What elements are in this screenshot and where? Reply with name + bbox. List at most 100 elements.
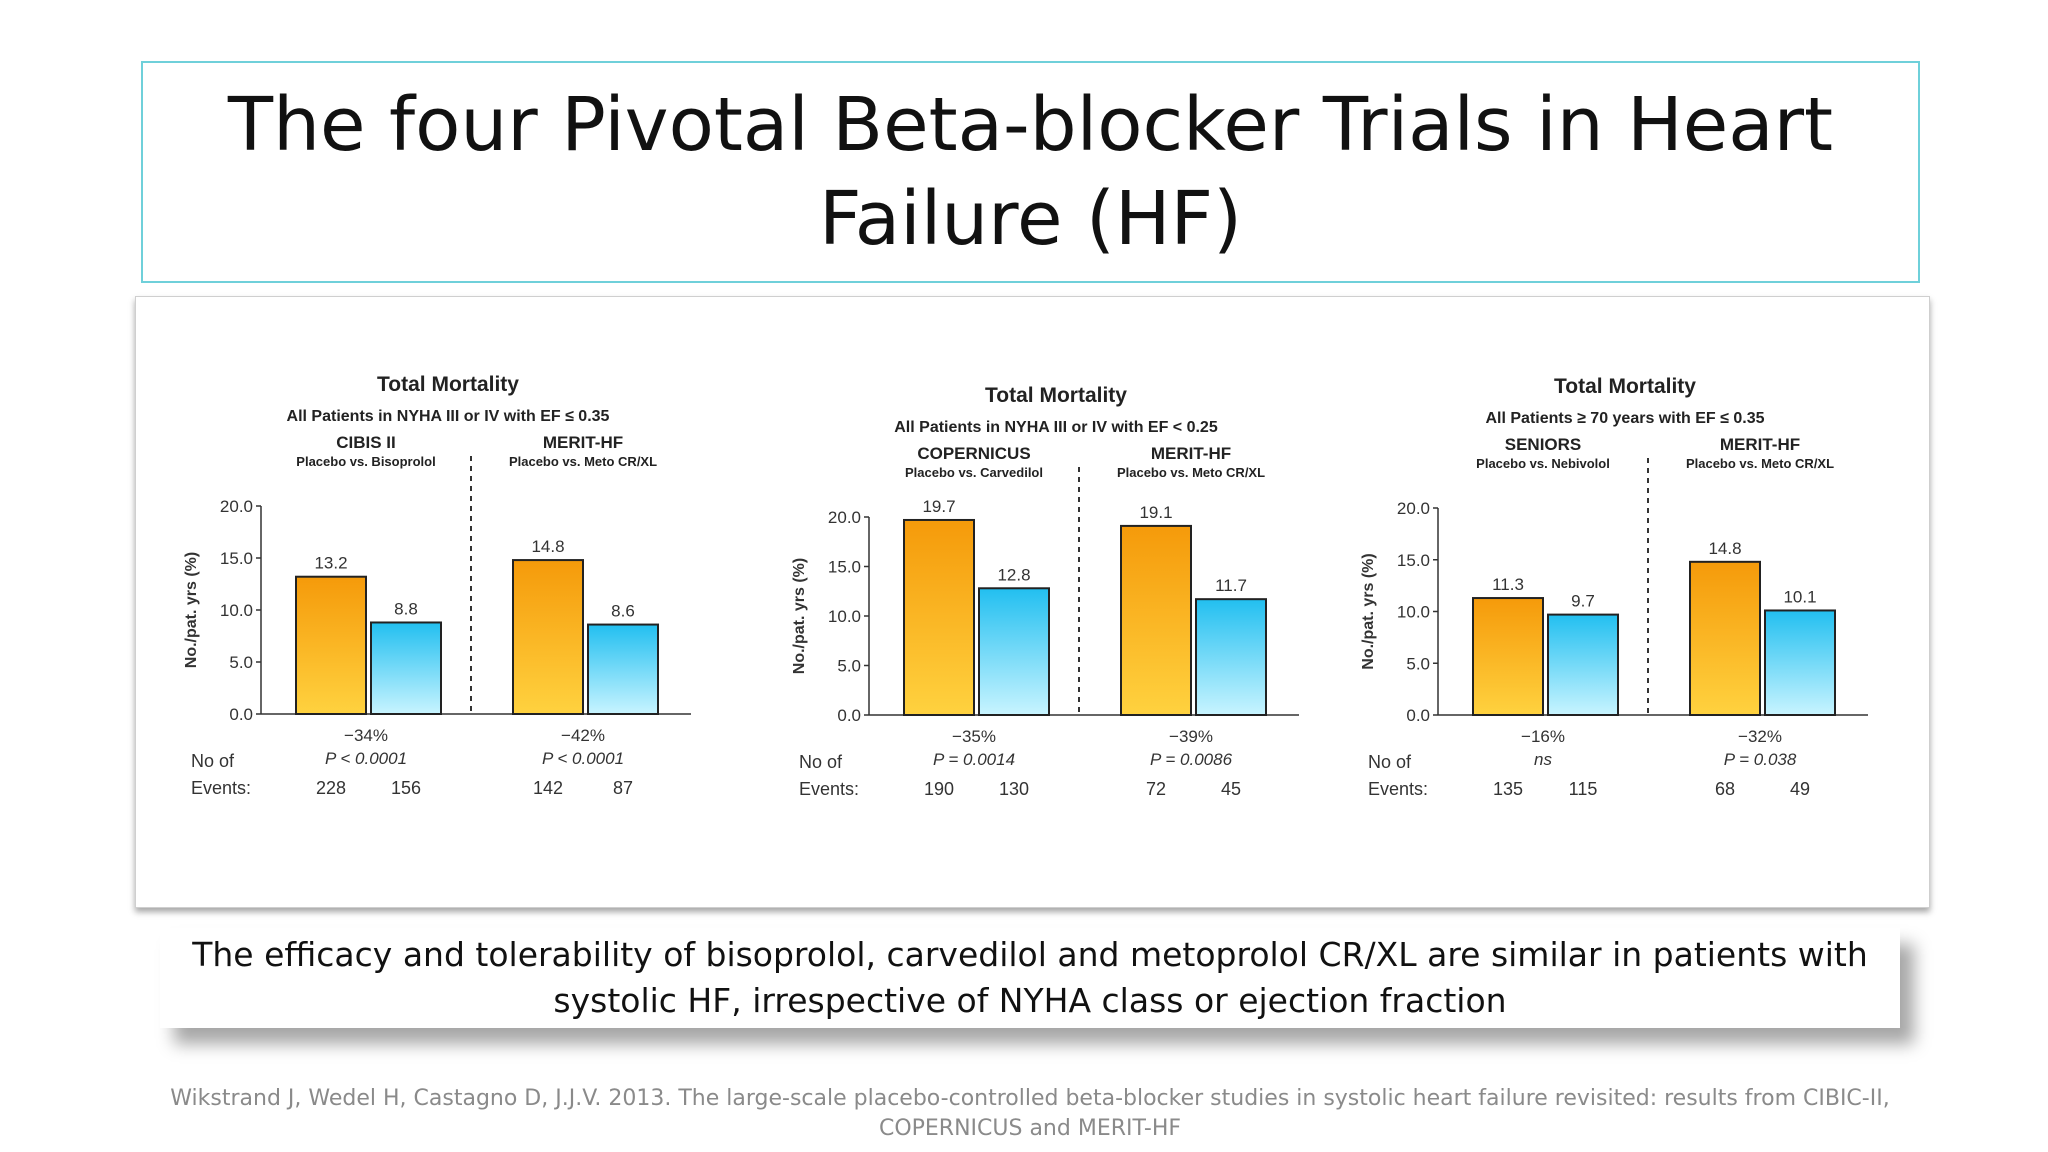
citation: Wikstrand J, Wedel H, Castagno D, J.J.V.… bbox=[170, 1086, 1890, 1141]
y-tick-label: 5.0 bbox=[229, 653, 253, 672]
trial-comparison: Placebo vs. Meto CR/XL bbox=[1117, 465, 1265, 480]
events-label-line1: No of bbox=[1368, 752, 1412, 772]
chart-title: Total Mortality bbox=[985, 384, 1127, 407]
caption-box: The efficacy and tolerability of bisopro… bbox=[160, 928, 1900, 1028]
p-value: P = 0.038 bbox=[1724, 750, 1797, 769]
relative-change: −39% bbox=[1169, 727, 1213, 746]
chart-title: Total Mortality bbox=[377, 373, 519, 396]
y-tick-label: 20.0 bbox=[220, 497, 253, 516]
y-tick-label: 20.0 bbox=[828, 508, 861, 527]
event-count: 135 bbox=[1493, 779, 1523, 799]
slide-title: The four Pivotal Beta-blocker Trials in … bbox=[227, 82, 1834, 262]
bar-value-label: 11.7 bbox=[1215, 576, 1247, 595]
trial-comparison: Placebo vs. Meto CR/XL bbox=[509, 454, 657, 469]
bar-value-label: 8.6 bbox=[611, 602, 635, 621]
title-box: The four Pivotal Beta-blocker Trials in … bbox=[141, 61, 1920, 283]
chart-3: Total Mortality All Patients ≥ 70 years w… bbox=[1360, 375, 1868, 799]
y-tick-label: 10.0 bbox=[220, 601, 253, 620]
relative-change: −34% bbox=[344, 726, 388, 745]
y-tick-label: 0.0 bbox=[837, 706, 861, 725]
event-count: 68 bbox=[1715, 779, 1735, 799]
y-tick-label: 0.0 bbox=[1406, 706, 1430, 725]
chart-panel: Total Mortality All Patients in NYHA III … bbox=[135, 296, 1930, 908]
event-count: 49 bbox=[1790, 779, 1810, 799]
bar-value-label: 10.1 bbox=[1783, 587, 1816, 606]
y-tick-label: 15.0 bbox=[828, 558, 861, 577]
relative-change: −35% bbox=[952, 727, 996, 746]
charts-svg: Total Mortality All Patients in NYHA III … bbox=[183, 373, 1868, 799]
bar-treatment bbox=[587, 623, 659, 715]
bar-value-label: 9.7 bbox=[1571, 592, 1595, 611]
p-value: ns bbox=[1534, 750, 1552, 769]
bar-treatment bbox=[1547, 613, 1619, 717]
bar-value-label: 14.8 bbox=[531, 537, 564, 556]
events-label-line2: Events: bbox=[799, 779, 859, 799]
trial-comparison: Placebo vs. Bisoprolol bbox=[296, 454, 435, 469]
bar-treatment bbox=[370, 621, 442, 716]
trial-name: MERIT-HF bbox=[1720, 435, 1800, 454]
y-tick-label: 5.0 bbox=[1406, 654, 1430, 673]
y-axis-label: No./pat. yrs (%) bbox=[1360, 553, 1377, 669]
relative-change: −42% bbox=[561, 726, 605, 745]
trial-name: COPERNICUS bbox=[917, 444, 1030, 463]
event-count: 115 bbox=[1569, 779, 1598, 799]
event-count: 156 bbox=[391, 778, 421, 798]
trial-name: MERIT-HF bbox=[543, 433, 623, 452]
y-tick-label: 10.0 bbox=[828, 607, 861, 626]
event-count: 228 bbox=[316, 778, 346, 798]
trial-name: CIBIS II bbox=[336, 433, 396, 452]
y-axis-label: No./pat. yrs (%) bbox=[791, 558, 808, 674]
chart-2: Total Mortality All Patients in NYHA III … bbox=[791, 384, 1299, 799]
y-tick-label: 0.0 bbox=[229, 705, 253, 724]
trial-comparison: Placebo vs. Carvedilol bbox=[905, 465, 1043, 480]
bar-value-label: 11.3 bbox=[1492, 575, 1524, 594]
bar-placebo bbox=[1120, 524, 1192, 716]
events-label-line2: Events: bbox=[191, 778, 251, 798]
y-axis-label: No./pat. yrs (%) bbox=[183, 552, 200, 668]
trial-name: SENIORS bbox=[1505, 435, 1582, 454]
event-count: 45 bbox=[1221, 779, 1241, 799]
relative-change: −32% bbox=[1738, 727, 1782, 746]
p-value: P < 0.0001 bbox=[325, 749, 407, 768]
event-count: 87 bbox=[613, 778, 633, 798]
bar-placebo bbox=[1689, 560, 1761, 716]
trial-name: MERIT-HF bbox=[1151, 444, 1231, 463]
chart-title: Total Mortality bbox=[1554, 375, 1696, 398]
trial-comparison: Placebo vs. Meto CR/XL bbox=[1686, 456, 1834, 471]
bar-value-label: 8.8 bbox=[394, 599, 418, 618]
bar-value-label: 19.7 bbox=[922, 497, 955, 516]
event-count: 72 bbox=[1146, 779, 1166, 799]
y-tick-label: 15.0 bbox=[220, 549, 253, 568]
bar-placebo bbox=[1472, 597, 1544, 717]
relative-change: −16% bbox=[1521, 727, 1565, 746]
y-tick-label: 20.0 bbox=[1397, 499, 1430, 518]
chart-subtitle: All Patients in NYHA III or IV with EF <… bbox=[894, 419, 1218, 436]
trial-comparison: Placebo vs. Nebivolol bbox=[1476, 456, 1610, 471]
bar-treatment bbox=[1195, 598, 1267, 717]
p-value: P < 0.0001 bbox=[542, 749, 624, 768]
bar-value-label: 19.1 bbox=[1139, 503, 1172, 522]
bar-placebo bbox=[903, 518, 975, 716]
events-label-line2: Events: bbox=[1368, 779, 1428, 799]
y-tick-label: 15.0 bbox=[1397, 551, 1430, 570]
p-value: P = 0.0014 bbox=[933, 750, 1015, 769]
bar-placebo bbox=[295, 575, 367, 715]
bar-value-label: 13.2 bbox=[314, 554, 347, 573]
p-value: P = 0.0086 bbox=[1150, 750, 1233, 769]
events-label-line1: No of bbox=[799, 752, 843, 772]
y-tick-label: 5.0 bbox=[837, 657, 861, 676]
bar-value-label: 14.8 bbox=[1708, 539, 1741, 558]
chart-subtitle: All Patients ≥ 70 years with EF ≤ 0.35 bbox=[1485, 410, 1764, 427]
bar-treatment bbox=[1764, 609, 1836, 716]
caption-text: The efficacy and tolerability of bisopro… bbox=[192, 935, 1868, 1020]
bar-value-label: 12.8 bbox=[997, 565, 1030, 584]
chart-subtitle: All Patients in NYHA III or IV with EF ≤… bbox=[287, 408, 610, 425]
event-count: 190 bbox=[924, 779, 954, 799]
events-label-line1: No of bbox=[191, 751, 235, 771]
event-count: 142 bbox=[533, 778, 563, 798]
bar-treatment bbox=[978, 587, 1050, 716]
chart-1: Total Mortality All Patients in NYHA III … bbox=[183, 373, 691, 798]
y-tick-label: 10.0 bbox=[1397, 603, 1430, 622]
bar-placebo bbox=[512, 559, 584, 715]
event-count: 130 bbox=[999, 779, 1029, 799]
